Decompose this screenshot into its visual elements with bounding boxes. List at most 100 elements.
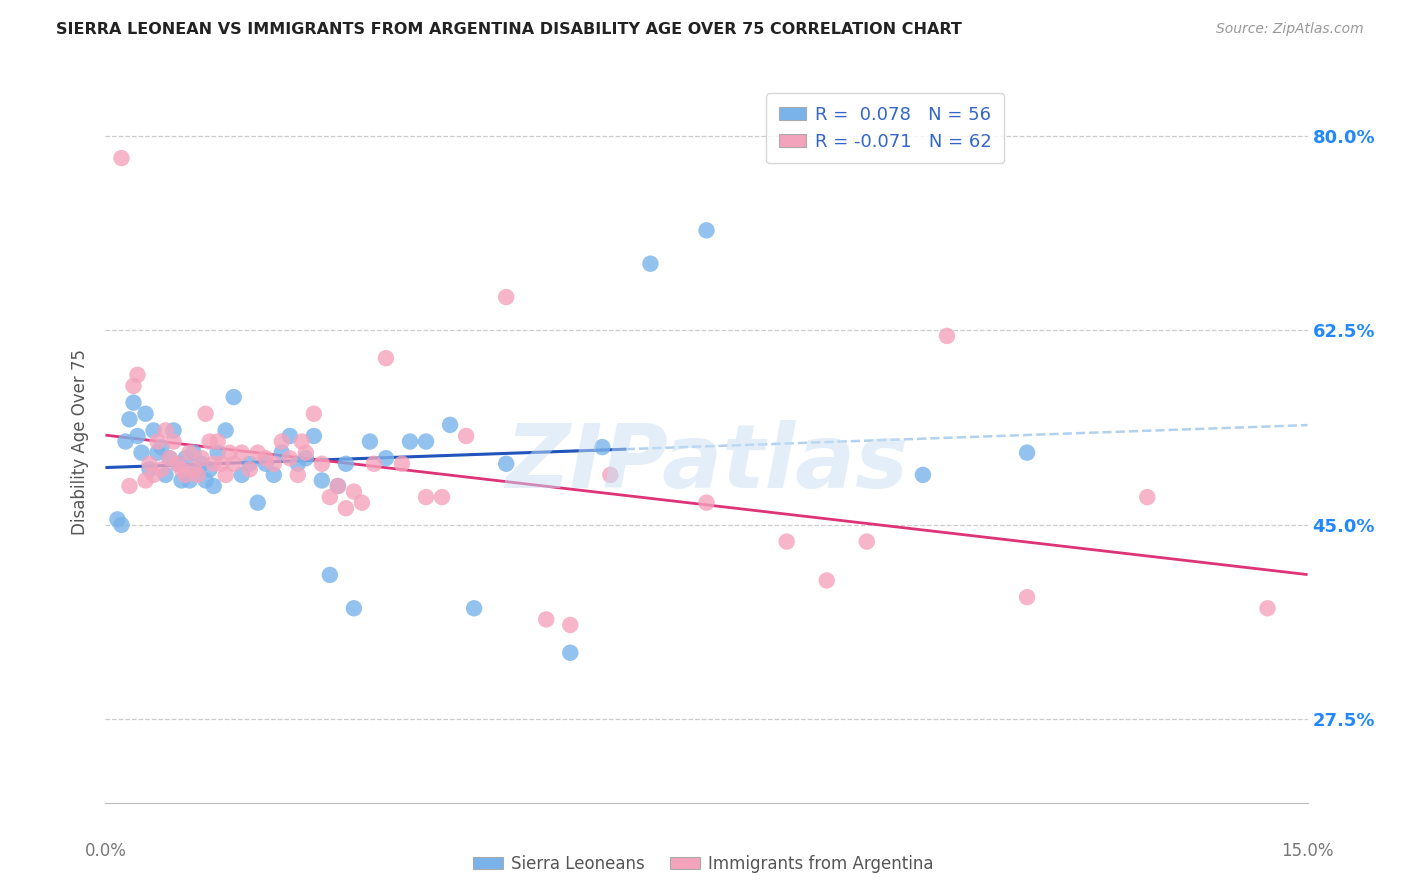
Point [135,474,157,488]
Legend: Sierra Leoneans, Immigrants from Argentina: Sierra Leoneans, Immigrants from Argenti… [465,848,941,880]
Point [207,434,229,449]
Point [640,257,662,271]
Point [254,457,277,471]
Point [155,467,177,482]
Point [179,474,201,488]
Point [187,462,209,476]
Point [560,646,582,660]
Point [162,424,184,438]
Point [174,467,197,482]
Point [146,434,169,449]
Point [122,379,145,393]
Point [110,151,132,165]
Point [239,462,262,476]
Point [118,479,141,493]
Point [218,445,240,459]
Point [246,445,269,459]
Point [302,407,325,421]
Point [107,512,129,526]
Point [270,434,292,449]
Point [287,457,309,471]
Point [207,445,229,459]
Point [1015,590,1038,604]
Point [599,467,621,482]
Point [170,474,193,488]
Point [495,457,517,471]
Point [319,490,342,504]
Point [131,445,153,459]
Point [439,417,461,432]
Point [430,490,453,504]
Point [311,474,333,488]
Point [343,601,366,615]
Text: 0.0%: 0.0% [84,842,127,860]
Point [194,474,217,488]
Point [391,457,413,471]
Point [936,329,959,343]
Point [270,445,292,459]
Point [231,445,253,459]
Point [335,457,357,471]
Point [1136,490,1159,504]
Point [127,368,149,382]
Y-axis label: Disability Age Over 75: Disability Age Over 75 [72,349,90,534]
Point [374,351,398,366]
Point [246,496,269,510]
Point [291,434,314,449]
Point [295,451,318,466]
Point [1015,445,1038,459]
Text: ZIPatlas: ZIPatlas [505,420,908,507]
Point [363,457,385,471]
Point [190,457,212,471]
Point [359,434,381,449]
Point [343,484,366,499]
Point [202,479,225,493]
Point [150,440,173,454]
Point [463,601,485,615]
Point [302,429,325,443]
Point [295,445,318,459]
Point [319,568,342,582]
Text: SIERRA LEONEAN VS IMMIGRANTS FROM ARGENTINA DISABILITY AGE OVER 75 CORRELATION C: SIERRA LEONEAN VS IMMIGRANTS FROM ARGENT… [56,22,962,37]
Point [122,395,145,409]
Point [138,462,160,476]
Point [170,462,193,476]
Point [142,424,165,438]
Point [138,457,160,471]
Point [174,451,197,466]
Point [456,429,478,443]
Point [194,407,217,421]
Point [855,534,877,549]
Point [239,457,262,471]
Point [155,424,177,438]
Point [591,440,613,454]
Point [198,462,221,476]
Text: 15.0%: 15.0% [1281,842,1334,860]
Point [231,467,253,482]
Point [415,434,437,449]
Point [278,451,301,466]
Point [202,457,225,471]
Point [135,407,157,421]
Point [127,429,149,443]
Point [114,434,136,449]
Point [190,451,212,466]
Point [150,462,173,476]
Point [222,390,245,404]
Point [374,451,398,466]
Point [110,517,132,532]
Point [399,434,422,449]
Point [326,479,349,493]
Point [214,424,236,438]
Point [415,490,437,504]
Point [696,223,718,237]
Point [166,457,188,471]
Point [183,445,205,459]
Point [278,429,301,443]
Point [198,434,221,449]
Point [560,618,582,632]
Point [495,290,517,304]
Point [776,534,799,549]
Point [118,412,141,426]
Point [263,467,285,482]
